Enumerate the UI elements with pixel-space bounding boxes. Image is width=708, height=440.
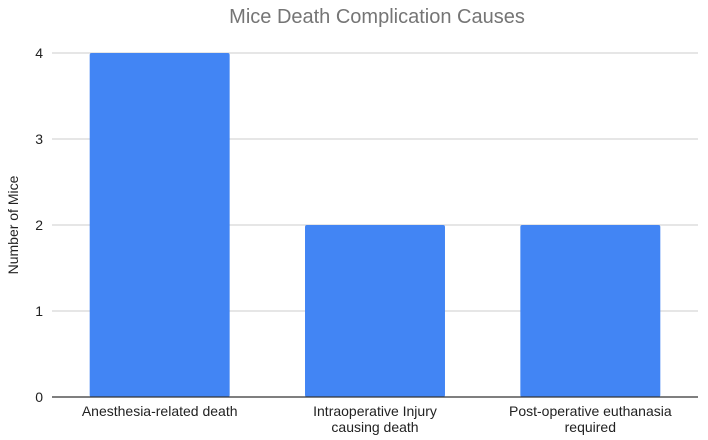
x-tick-label: required [565,419,616,435]
x-tick-label: causing death [331,419,418,435]
y-tick-label: 3 [35,131,43,147]
y-tick-label: 0 [35,389,43,405]
bar [520,225,661,397]
y-tick-label: 2 [35,217,43,233]
chart-title: Mice Death Complication Causes [229,6,525,28]
bar [89,53,230,397]
y-tick-labels: 0 1 2 3 4 [35,45,43,405]
bars [89,53,661,397]
y-axis-title: Number of Mice [5,175,21,274]
x-tick-label: Post-operative euthanasia [509,403,672,419]
y-tick-label: 4 [35,45,43,61]
x-tick-label: Anesthesia-related death [82,403,238,419]
bar [305,225,445,397]
y-tick-label: 1 [35,303,43,319]
x-tick-label: Intraoperative Injury [313,403,437,419]
x-tick-labels: Anesthesia-related death Intraoperative I… [82,403,672,435]
